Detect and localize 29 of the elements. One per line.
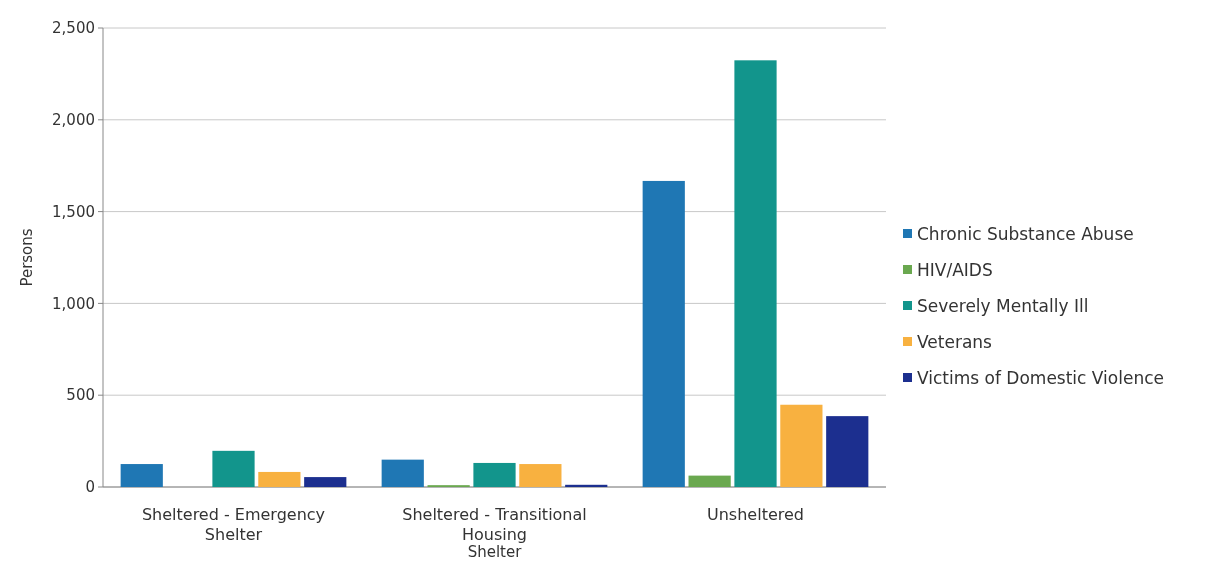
bar [258, 471, 301, 487]
x-tick-label: Sheltered - Emergency Shelter [141, 505, 326, 544]
bar [120, 464, 163, 487]
legend-label: Veterans [917, 331, 993, 352]
x-tick-label: Sheltered - Transitional Housing [402, 505, 587, 544]
y-tick-label: 2,000 [52, 111, 95, 130]
y-axis-title: Persons [18, 228, 36, 287]
y-tick-label: 1,000 [52, 294, 95, 313]
legend-label: Victims of Domestic Violence [917, 367, 1164, 388]
y-tick-label: 1,500 [52, 202, 95, 221]
bar [519, 464, 562, 487]
bar [473, 462, 516, 487]
legend-label: Severely Mentally Ill [917, 295, 1089, 316]
x-tick-label: Unsheltered [707, 505, 804, 524]
x-axis-title: Shelter [467, 543, 523, 561]
bar [688, 475, 731, 487]
bar [212, 450, 255, 487]
y-tick-label: 500 [66, 386, 95, 405]
legend-label: Chronic Substance Abuse [917, 223, 1134, 244]
bar [780, 404, 823, 487]
bar [734, 60, 777, 487]
legend-label: HIV/AIDS [917, 259, 993, 280]
y-tick-label: 0 [85, 478, 95, 497]
bar [642, 180, 685, 487]
y-tick-label: 2,500 [52, 19, 95, 38]
bar [565, 484, 608, 487]
bar [826, 416, 869, 487]
bar [381, 459, 424, 487]
bar [304, 477, 347, 487]
